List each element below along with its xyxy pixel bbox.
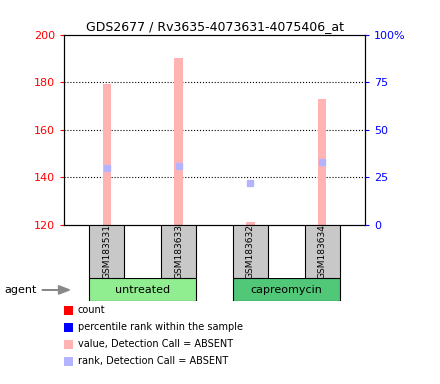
Bar: [161, 225, 196, 278]
Text: percentile rank within the sample: percentile rank within the sample: [78, 322, 243, 332]
Text: GSM183634: GSM183634: [318, 224, 326, 279]
Bar: [174, 58, 183, 225]
Bar: [89, 278, 196, 301]
Text: agent: agent: [4, 285, 37, 295]
Text: capreomycin: capreomycin: [250, 285, 322, 295]
Text: rank, Detection Call = ABSENT: rank, Detection Call = ABSENT: [78, 356, 228, 366]
Bar: [233, 278, 340, 301]
Bar: [89, 225, 125, 278]
Text: count: count: [78, 305, 106, 315]
Title: GDS2677 / Rv3635-4073631-4075406_at: GDS2677 / Rv3635-4073631-4075406_at: [85, 20, 344, 33]
Bar: [246, 222, 255, 225]
Bar: [304, 225, 340, 278]
Bar: [318, 99, 326, 225]
Text: GSM183632: GSM183632: [246, 224, 255, 279]
Bar: [103, 84, 111, 225]
Text: GSM183633: GSM183633: [174, 224, 183, 279]
Text: value, Detection Call = ABSENT: value, Detection Call = ABSENT: [78, 339, 233, 349]
Text: GSM183531: GSM183531: [103, 224, 111, 279]
Text: untreated: untreated: [115, 285, 170, 295]
Bar: [233, 225, 268, 278]
